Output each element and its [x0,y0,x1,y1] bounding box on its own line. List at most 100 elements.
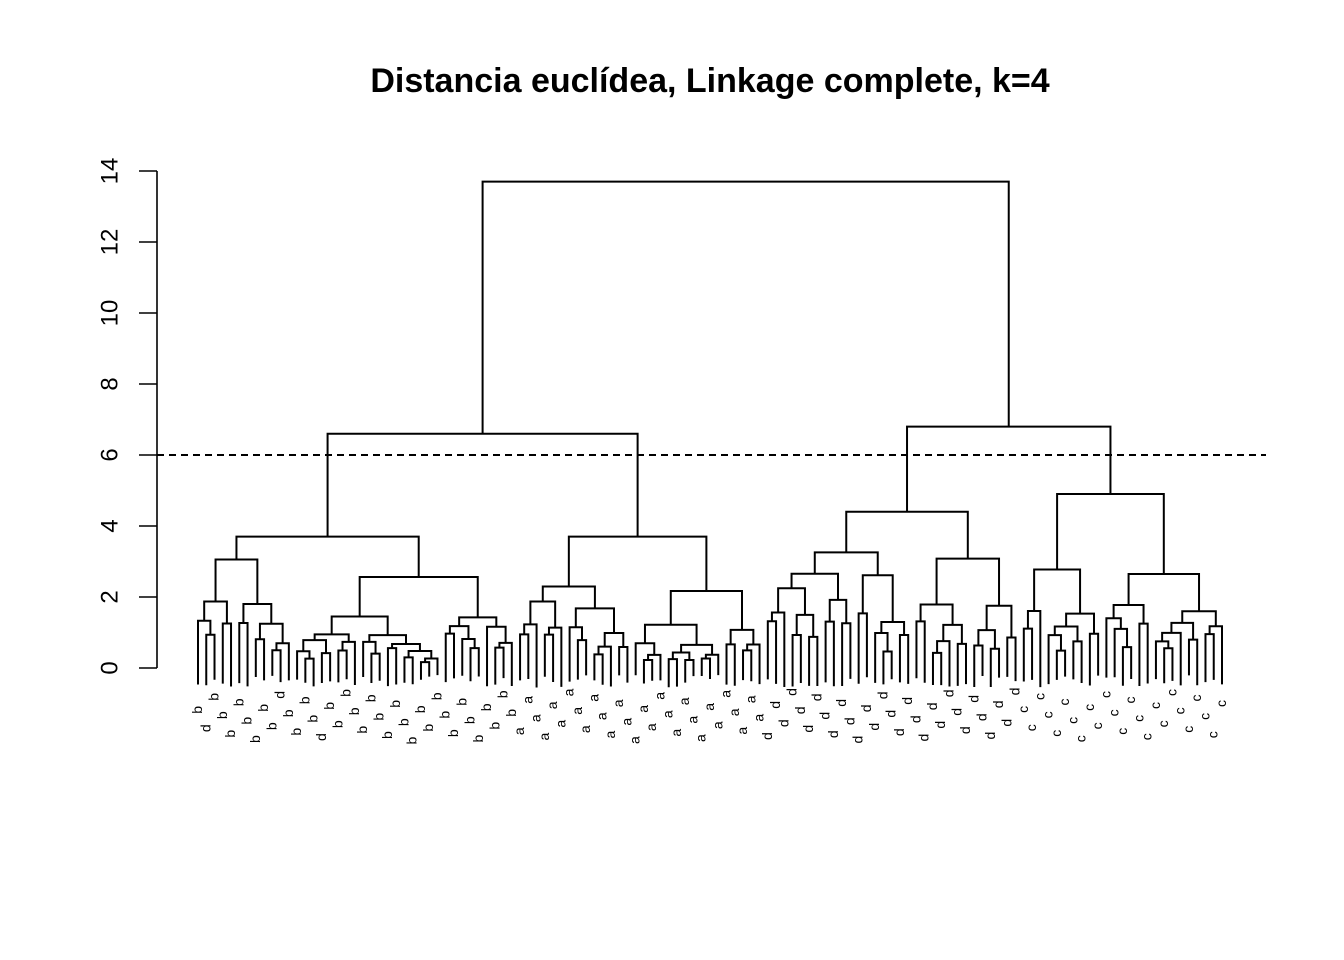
dendrogram-branch [874,632,889,683]
dendrogram-branch [956,642,967,686]
y-axis: 0 2 4 6 8 10 12 14 [96,158,158,675]
dendrogram-branch [593,653,604,685]
leaf-label: a [668,729,684,737]
leaf-label: a [602,731,618,739]
leaf-label: a [528,714,544,722]
dendrogram-branch [942,623,963,644]
leaf-label: d [850,736,866,744]
dendrogram-branch [494,646,505,685]
leaf-label: b [230,698,246,706]
leaf-label: a [651,692,667,700]
dendrogram-branch [1121,646,1133,686]
dendrogram-merge [906,425,1112,512]
dendrogram-branch [1033,568,1082,614]
leaf-label: c [1048,730,1064,737]
leaf-label: b [453,698,469,706]
dendrogram-branch [242,603,273,624]
dendrogram-branch [370,652,381,683]
leaf-label: a [519,696,535,704]
leaf-label: c [1081,704,1097,711]
leaf-label: b [495,690,511,698]
leaf-label: c [1023,724,1039,731]
dendrogram-branch [1072,640,1083,684]
leaf-label: c [1073,735,1089,742]
dendrogram-branch [1127,573,1201,612]
dendrogram-branch [337,649,348,683]
leaf-label: d [866,723,882,731]
leaf-label: d [916,734,932,742]
leaf-label: c [1188,694,1204,701]
leaf-label: d [767,701,783,709]
dendrogram-branch [362,640,377,678]
leaf-label: c [1205,731,1221,738]
leaf-label: a [643,723,659,731]
dendrogram-branch [391,642,421,652]
leaf-label: a [585,694,601,702]
dendrogram-branch [567,535,708,592]
leaf-label: b [486,722,502,730]
leaf-label: b [462,716,478,724]
dendrogram-branch [238,621,249,687]
leaf-label: c [1130,715,1146,722]
leaf-label: d [775,719,791,727]
dendrogram-branch [857,612,868,684]
dendrogram-branch [684,659,695,683]
leaf-label: a [726,708,742,716]
dendrogram-branch [824,620,835,687]
leaf-label: b [296,696,312,704]
leaf-label: b [362,694,378,702]
dendrogram-branch [275,642,290,681]
leaf-label: c [1155,720,1171,727]
leaf-label: b [503,709,519,717]
leaf-label: c [1172,707,1188,714]
leaf-label: c [1056,698,1072,705]
leaf-label: a [511,727,527,735]
dendrogram-branch [989,647,1001,687]
leaf-label: b [263,722,279,730]
leaf-label: a [693,734,709,742]
dendrogram-branch [1163,647,1174,684]
dendrogram-branch [642,659,654,684]
dendrogram-branch [671,651,691,661]
dendrogram-branch [341,640,356,685]
dendrogram-branch [643,623,698,645]
dendrogram-merge [481,180,1010,434]
dendrogram-branch [742,649,753,682]
y-tick-label: 0 [96,661,123,674]
leaf-label: c [1031,693,1047,700]
dendrogram-branch [1088,632,1100,686]
leaf-label: a [684,716,700,724]
dendrogram-branch [935,557,1001,606]
dendrogram-branch [1055,649,1067,680]
dendrogram-branch [1181,610,1217,627]
leaf-label: a [552,720,568,728]
leaf-label: a [742,695,758,703]
dendrogram-branch [813,551,879,576]
dendrogram-tree [197,180,1223,688]
dendrogram-branch [424,657,439,676]
leaf-label: a [709,721,725,729]
leaf-label: c [1147,702,1163,709]
leaf-label: d [998,719,1014,727]
leaf-label: d [808,693,824,701]
y-tick-label: 8 [96,377,123,390]
leaf-label: b [206,693,222,701]
dendrogram-branch [841,622,852,687]
leaf-label: d [982,732,998,740]
leaf-label: c [1163,689,1179,696]
leaf-label: d [792,706,808,714]
dendrogram-branch [271,649,282,683]
leaf-label: c [1180,726,1196,733]
leaf-label: b [280,709,296,717]
leaf-label: d [1007,688,1023,696]
leaf-label: b [189,706,205,714]
dendrogram-branch [1006,636,1017,682]
dendrogram-branch [313,633,350,642]
dendrogram-branch [725,643,736,686]
leaf-label: c [1089,722,1105,729]
dendrogram-branch [915,620,926,683]
dendrogram-branch [1047,634,1062,685]
leaf-label: c [1015,706,1031,713]
leaf-label: a [536,733,552,741]
